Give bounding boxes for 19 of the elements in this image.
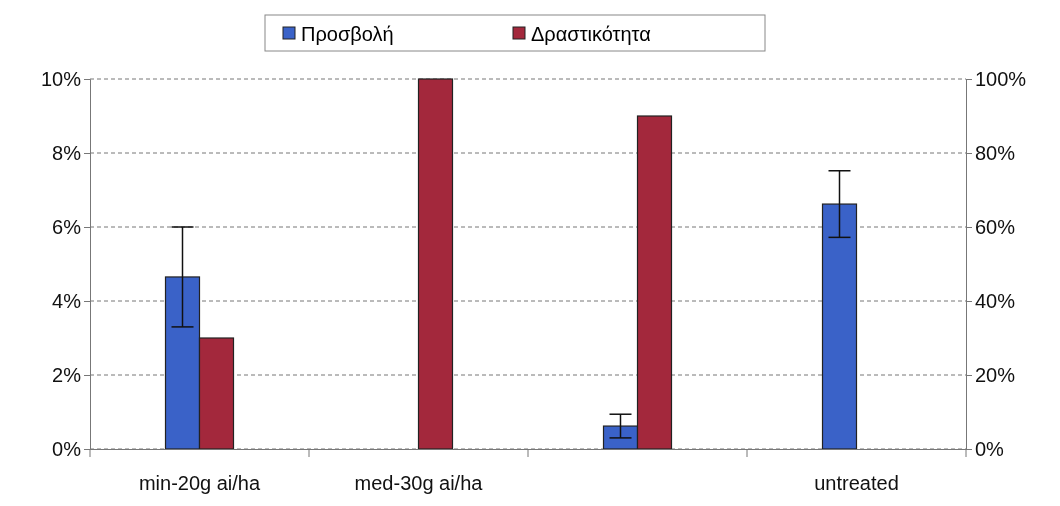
y-tick-label: 4% xyxy=(52,289,82,312)
bar xyxy=(417,78,454,450)
y2-tick-label: 40% xyxy=(975,289,1016,312)
y-tick-label: 8% xyxy=(52,141,82,164)
y-tick-label: 6% xyxy=(52,215,82,238)
x-tick-label: med-30g ai/ha xyxy=(354,472,484,494)
legend-label: Προσβολή xyxy=(301,23,394,45)
y2-tick-label: 60% xyxy=(975,215,1016,238)
y2-tick-label: 20% xyxy=(975,363,1016,386)
y2-tick-label: 100% xyxy=(975,67,1027,90)
y-tick-label: 10% xyxy=(40,67,82,90)
y-tick-label: 2% xyxy=(52,363,82,386)
x-tick-label: untreated xyxy=(814,472,899,494)
bar xyxy=(821,203,858,450)
y-tick-label: 0% xyxy=(52,437,82,460)
legend-label: Δραστικότητα xyxy=(531,23,651,45)
y2-tick-label: 0% xyxy=(975,437,1005,460)
y2-tick-label: 80% xyxy=(975,141,1016,164)
x-tick-label: min-20g ai/ha xyxy=(138,472,261,494)
